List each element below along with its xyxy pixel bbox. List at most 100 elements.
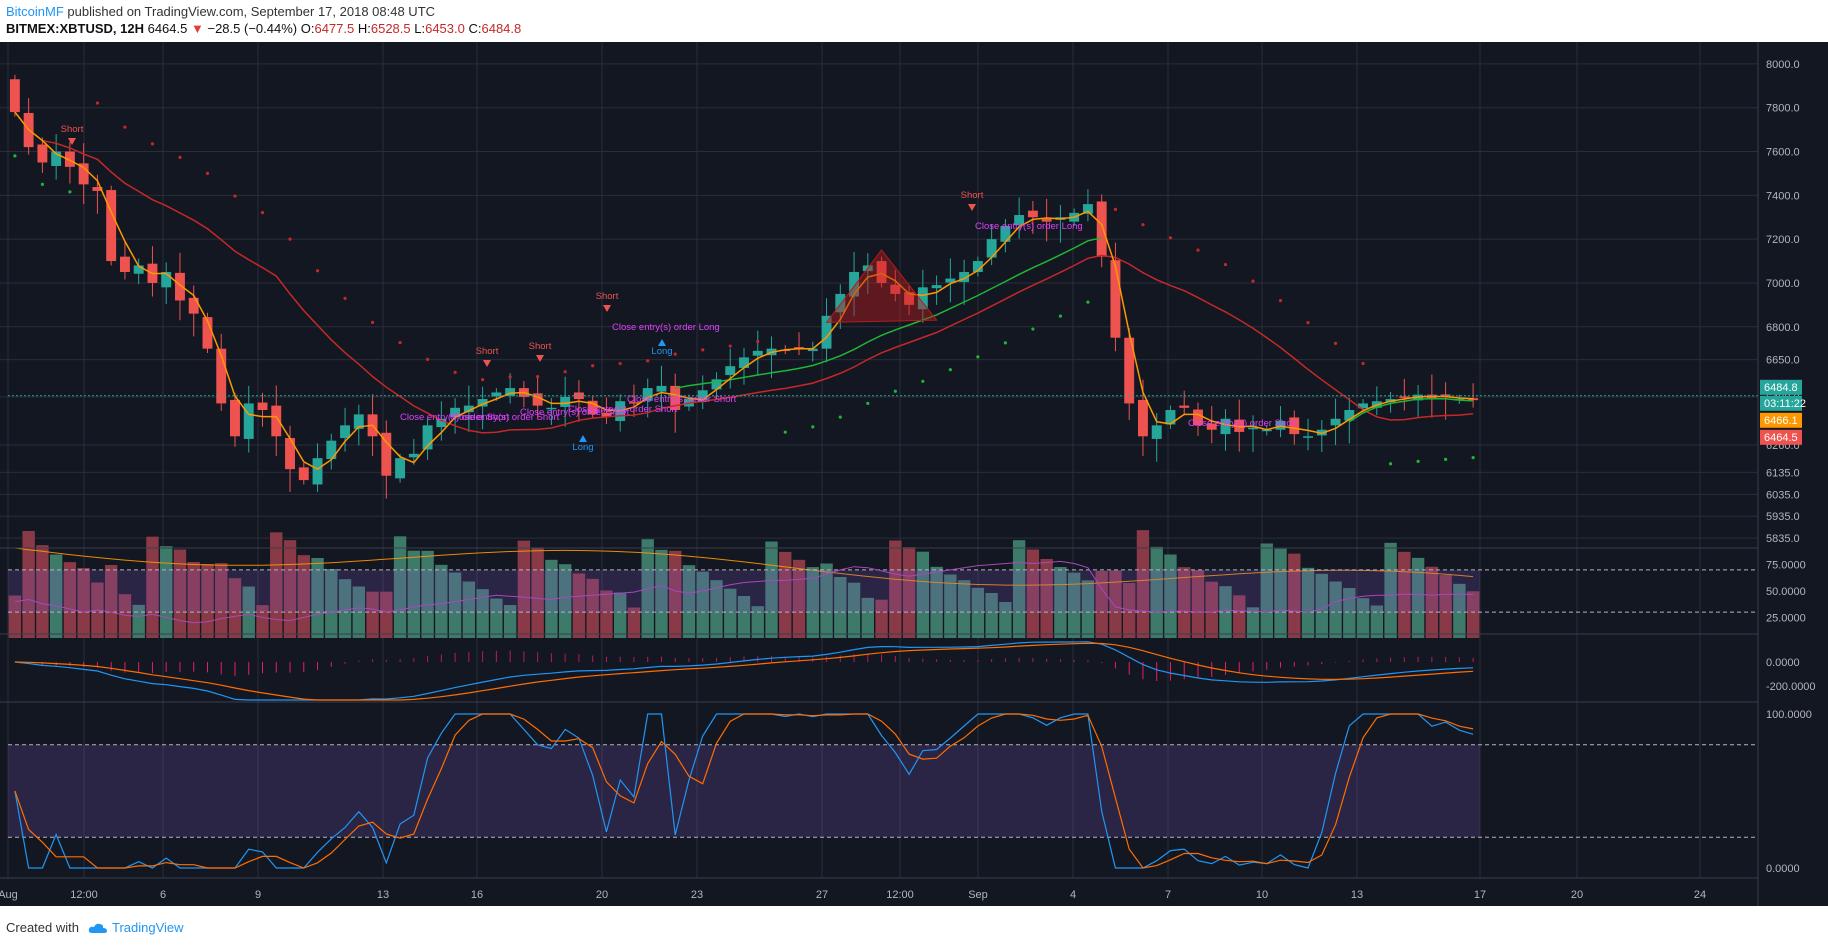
price-tag-box [1760,412,1802,428]
tradingview-cloud-icon [88,923,107,933]
macd-line [14,641,1474,701]
rsi-line [14,560,1474,624]
candle-body [931,285,942,289]
volume-bar [861,597,875,638]
candle-body [119,256,130,272]
volume-bar [1164,554,1177,638]
volume-bar [1233,595,1246,638]
psar-dot [233,194,237,198]
volume-bar [1246,607,1260,638]
candle-body [807,348,818,352]
psar-dot [536,374,540,379]
candle-body [1275,420,1286,430]
volume-bar [985,593,998,638]
time-tick-label: Sep [968,889,988,901]
rsi-tick-label: 25.0000 [1766,612,1806,624]
volume-bar [875,599,888,638]
candle-body [670,385,681,410]
volume-bar [1425,566,1439,638]
volume-bar [228,578,242,638]
volume-bar [1370,605,1384,638]
volume-bar [806,567,819,638]
psar-dot [508,375,512,379]
candle-body [340,425,350,439]
volume-bar [256,605,269,638]
psar-dot [1223,262,1228,267]
volume-bar [187,562,200,638]
volume-bar [737,596,751,638]
volume-bar [22,531,35,638]
candle-body [1027,210,1038,218]
candle-body [1179,405,1190,408]
volume-bar [847,582,861,638]
time-tick-label: 7 [1165,889,1171,901]
time-tick-label: 13 [1351,889,1363,901]
candle-body [628,402,639,404]
candle-body [560,396,571,407]
psar-dot [315,269,320,273]
volume-bar [586,578,599,638]
volume-bar [270,532,283,638]
psar-dot [893,389,897,393]
volume-bar [779,551,792,638]
candle-body [1138,399,1148,437]
volume-bar [1315,573,1328,638]
volume-ma-line [14,547,1474,586]
psar-dot [728,344,732,348]
volume-bar [517,540,531,638]
short-arrow-icon [968,204,976,211]
trade-annotation-label: Close entry(s) order Short [450,412,560,423]
candle-body [587,400,598,415]
candle-body [849,272,860,297]
candle-body [972,261,983,272]
candle-body [573,392,584,400]
trade-annotation-label: Short [529,341,552,352]
green-moving-average [1348,397,1474,423]
candle-body [1165,410,1176,425]
volume-bar [325,569,338,638]
candle-body [51,151,62,166]
candle-body [243,403,254,439]
close-value: 6484.8 [481,21,522,36]
candle-body [1096,201,1107,257]
psar-dot [481,378,485,382]
volume-bar [545,559,558,638]
trading-chart[interactable]: Short Short Short Short Short Long Long Close e… [0,42,1828,906]
candle-body [298,467,309,481]
candle-body [450,407,461,418]
price-tick-label: 5935.0 [1766,511,1800,523]
price-tick-label: 7400.0 [1766,190,1800,202]
volume-bar [1384,542,1397,638]
created-with-text: Created with [6,920,79,935]
volume-bar [889,540,902,638]
low-label: L: [414,21,426,36]
triangle-pattern [825,249,938,323]
volume-bar [1067,572,1081,638]
psar-dot [1278,298,1283,303]
candle-body [64,151,75,167]
time-axis[interactable]: Aug 12:00 6 9 13 16 20 23 27 12:00 Sep 4 7 10 13 17 20 24 [0,889,1706,901]
psar-dot [1196,248,1200,252]
trade-annotation-label: Close entry(s) order Short [568,404,678,415]
red-moving-average [14,111,1474,434]
candle-body [1344,410,1355,421]
psar-dot [1333,341,1338,346]
high-label: H: [357,21,371,36]
price-axis[interactable]: 8000.0 7800.0 7600.0 7400.0 7200.0 7000.0 6800… [0,42,1806,906]
author-link[interactable]: BitcoinMF [6,4,64,19]
tradingview-brand[interactable]: TradingView [112,920,184,935]
volume-bar [751,606,764,638]
candle-body [821,315,832,349]
candle-body [436,418,447,428]
trade-annotation-label: Short [61,124,84,135]
psar-dot [1388,462,1393,466]
price-tick-label: 8000.0 [1766,59,1800,71]
psar-dot [591,364,595,368]
candle-body [326,440,337,460]
volume-bar [1398,551,1411,638]
short-arrow-icon [68,138,76,145]
psar-dot [1361,361,1365,366]
volume-bar [503,605,517,638]
candle-body [257,402,268,410]
candle-body [202,317,213,349]
